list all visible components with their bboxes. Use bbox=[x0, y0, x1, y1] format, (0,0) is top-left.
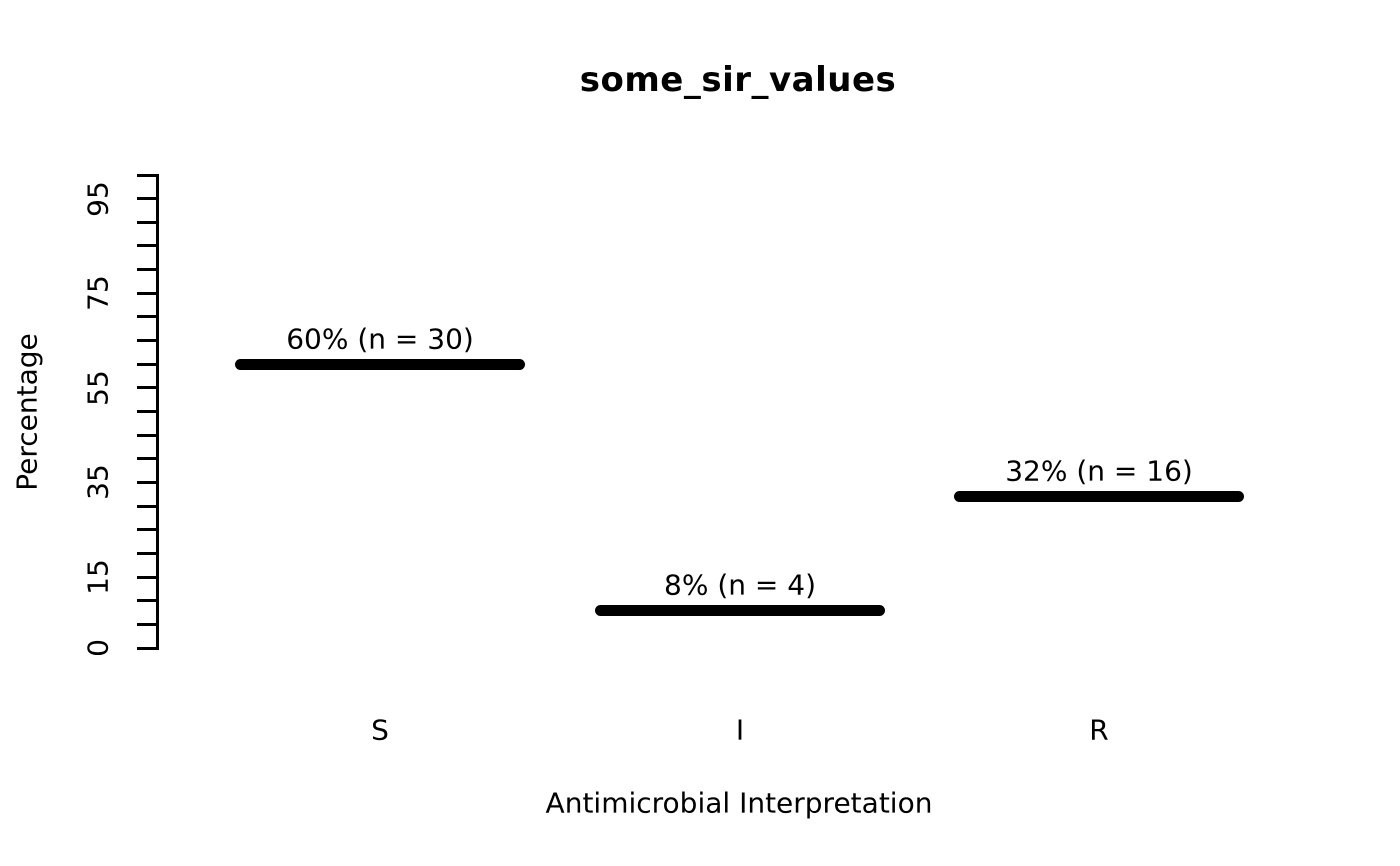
y-axis-tick bbox=[137, 173, 157, 177]
y-axis-tick bbox=[137, 575, 157, 579]
y-axis-tick bbox=[137, 339, 157, 343]
x-axis-title: Antimicrobial Interpretation bbox=[545, 786, 933, 820]
y-axis-tick bbox=[137, 244, 157, 248]
bar-value-label-s: 60% (n = 30) bbox=[286, 322, 474, 356]
y-axis-tick bbox=[137, 268, 157, 272]
y-axis-tick bbox=[137, 386, 157, 390]
y-tick-label: 95 bbox=[81, 180, 115, 217]
bar-segment-i bbox=[595, 604, 885, 616]
y-tick-label: 75 bbox=[81, 275, 115, 312]
y-axis-tick bbox=[137, 410, 157, 413]
y-axis-tick bbox=[137, 551, 157, 555]
y-tick-label: 35 bbox=[81, 464, 115, 501]
y-axis-tick bbox=[137, 622, 157, 626]
y-axis-tick bbox=[137, 315, 157, 319]
y-axis-tick bbox=[137, 433, 157, 437]
y-tick-label: 15 bbox=[81, 559, 115, 595]
y-axis-tick bbox=[137, 599, 157, 603]
y-axis-tick bbox=[137, 528, 157, 532]
y-axis-line bbox=[155, 173, 159, 650]
y-tick-label: 55 bbox=[81, 370, 115, 406]
y-axis-tick bbox=[137, 197, 157, 201]
bar-value-label-r: 32% (n = 16) bbox=[1005, 454, 1193, 488]
y-axis-tick bbox=[137, 646, 157, 650]
y-axis-tick bbox=[137, 504, 157, 508]
y-axis-tick bbox=[137, 291, 157, 295]
y-axis-tick bbox=[137, 220, 157, 224]
y-axis-tick bbox=[137, 480, 157, 484]
x-category-label-s: S bbox=[371, 713, 389, 747]
bar-segment-r bbox=[954, 491, 1244, 503]
x-category-label-i: I bbox=[735, 713, 745, 747]
chart-title: some_sir_values bbox=[579, 60, 897, 100]
bar-segment-s bbox=[235, 358, 525, 370]
x-category-label-r: R bbox=[1089, 713, 1109, 747]
y-axis-tick bbox=[137, 457, 157, 461]
bar-value-label-i: 8% (n = 4) bbox=[664, 568, 816, 602]
y-axis-tick bbox=[137, 362, 157, 366]
y-tick-label: 0 bbox=[81, 639, 115, 657]
y-axis-title: Percentage bbox=[10, 333, 44, 491]
